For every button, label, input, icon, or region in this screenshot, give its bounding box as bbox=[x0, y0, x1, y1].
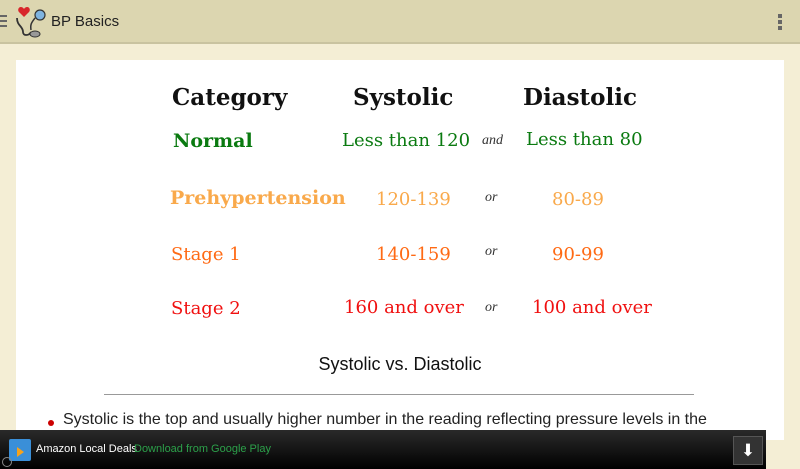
row-prehypertension-systolic: 120-139 bbox=[376, 189, 451, 210]
amazon-local-app-icon bbox=[9, 439, 31, 461]
drawer-menu-icon[interactable] bbox=[0, 15, 7, 30]
row-stage2-conj: or bbox=[485, 300, 498, 315]
row-normal-diastolic: Less than 80 bbox=[526, 129, 643, 150]
row-normal-category: Normal bbox=[173, 130, 253, 152]
row-stage2-category: Stage 2 bbox=[171, 298, 241, 319]
row-stage1-diastolic: 90-99 bbox=[552, 244, 604, 265]
row-stage1-systolic: 140-159 bbox=[376, 244, 451, 265]
header-systolic: Systolic bbox=[353, 84, 454, 111]
action-bar: BP Basics bbox=[0, 0, 800, 44]
row-normal-systolic: Less than 120 bbox=[342, 130, 471, 151]
header-diastolic: Diastolic bbox=[523, 84, 637, 111]
row-normal-conj: and bbox=[482, 133, 503, 148]
row-stage2-diastolic: 100 and over bbox=[532, 297, 652, 318]
ad-banner[interactable]: Amazon Local Deals Download from Google … bbox=[0, 430, 766, 469]
header-category: Category bbox=[172, 84, 288, 111]
bullet-icon bbox=[48, 420, 54, 426]
app-logo-stethoscope-heart-icon[interactable] bbox=[12, 4, 48, 40]
row-stage1-conj: or bbox=[485, 244, 498, 259]
row-stage1-category: Stage 1 bbox=[171, 244, 241, 265]
app-title: BP Basics bbox=[51, 13, 120, 30]
row-stage2-systolic: 160 and over bbox=[344, 297, 464, 318]
row-prehypertension-conj: or bbox=[485, 190, 498, 205]
download-arrow-icon[interactable]: ⬇ bbox=[733, 436, 763, 465]
ad-cta[interactable]: Download from Google Play bbox=[134, 443, 271, 455]
row-prehypertension-category: Prehypertension bbox=[170, 187, 346, 209]
ad-app-name[interactable]: Amazon Local Deals bbox=[36, 443, 137, 455]
section-title: Systolic vs. Diastolic bbox=[318, 354, 482, 374]
content-card: Category Systolic Diastolic Normal Less … bbox=[16, 60, 784, 440]
divider bbox=[104, 394, 694, 395]
ad-info-icon[interactable] bbox=[2, 457, 12, 467]
row-prehypertension-diastolic: 80-89 bbox=[552, 189, 604, 210]
overflow-menu-icon[interactable] bbox=[778, 14, 782, 32]
bullet-text: Systolic is the top and usually higher n… bbox=[63, 411, 707, 428]
